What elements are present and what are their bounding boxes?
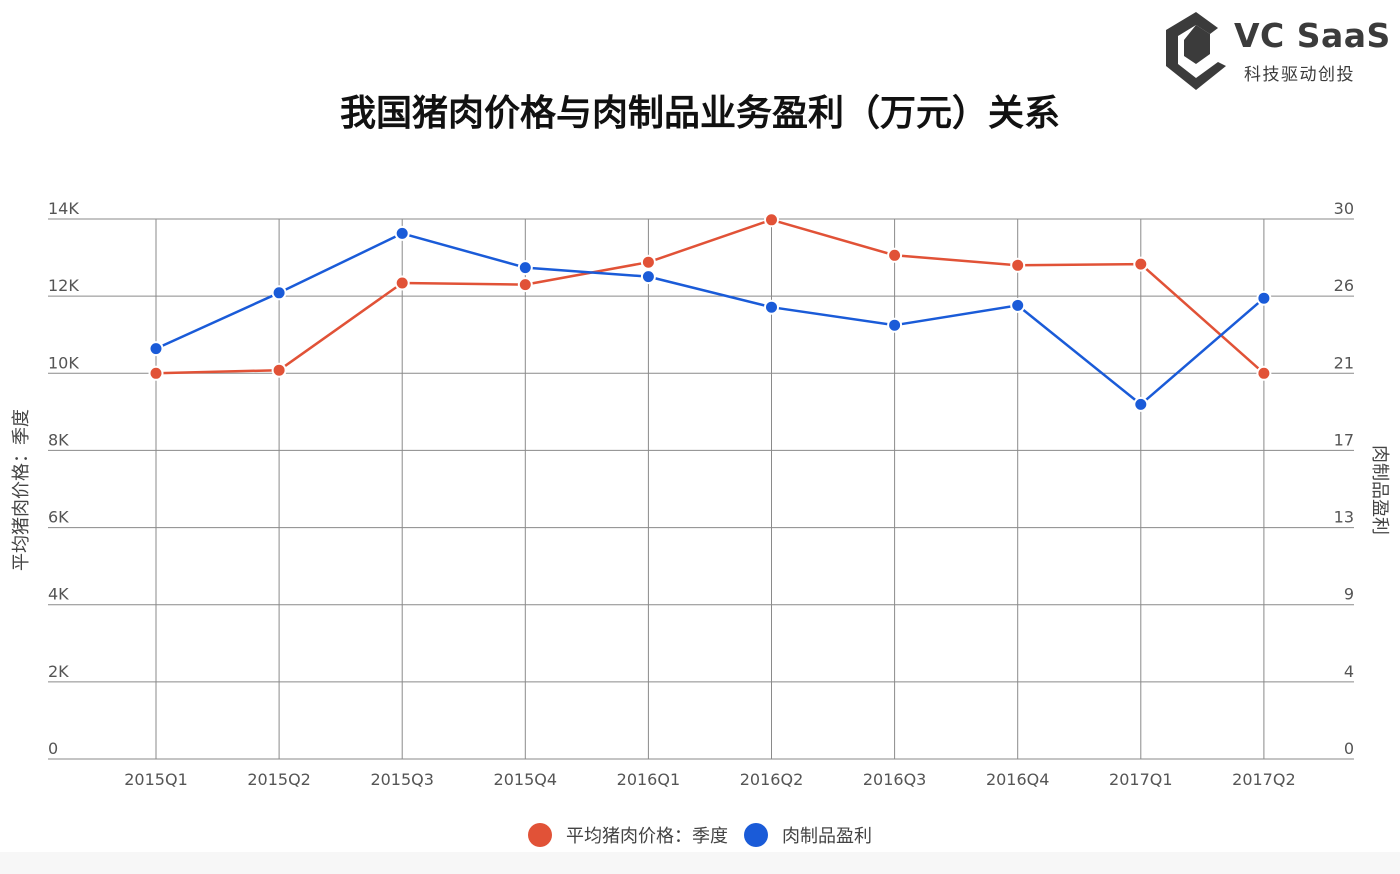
y2-tick-label: 9: [1344, 585, 1354, 604]
y-tick-label: 6K: [48, 508, 69, 527]
y2-tick-label: 13: [1334, 508, 1354, 527]
x-tick-label: 2015Q2: [247, 770, 311, 789]
chart-title: 我国猪肉价格与肉制品业务盈利（万元）关系: [339, 93, 1060, 134]
series-line: [155, 232, 1265, 406]
y-tick-label: 8K: [48, 430, 69, 449]
footer-strip: [0, 852, 1400, 874]
data-point[interactable]: [1133, 396, 1149, 412]
data-point[interactable]: [394, 275, 410, 291]
y-tick-label: 4K: [48, 585, 69, 604]
data-point[interactable]: [887, 247, 903, 263]
y-axis-right-ticks: 0 4 9 13 17 21 26 30: [1334, 199, 1354, 758]
y2-tick-label: 21: [1334, 353, 1354, 372]
data-point[interactable]: [640, 254, 656, 270]
data-point[interactable]: [1010, 297, 1026, 313]
x-tick-label: 2015Q3: [370, 770, 434, 789]
x-tick-label: 2016Q1: [617, 770, 681, 789]
x-tick-label: 2015Q1: [124, 770, 188, 789]
series-line: [155, 218, 1265, 375]
brand-logo-icon: [1166, 12, 1226, 90]
y-axis-left-ticks: 0 2K 4K 6K 8K 10K 12K 14K: [48, 199, 79, 758]
legend-marker-meat-profit: [744, 823, 768, 847]
x-axis-ticks: 2015Q1 2015Q2 2015Q3 2015Q4 2016Q1 2016Q2 2016…: [124, 770, 1295, 789]
data-point[interactable]: [517, 260, 533, 276]
series: [148, 212, 1272, 412]
legend-label-pork-price: 平均猪肉价格：季度: [566, 826, 728, 847]
data-point[interactable]: [271, 362, 287, 378]
brand-logo: VC SaaS 科技驱动创投: [1158, 8, 1394, 98]
data-point[interactable]: [1010, 257, 1026, 273]
y-axis-right-title: 肉制品盈利: [1369, 445, 1390, 535]
y2-tick-label: 4: [1344, 662, 1354, 681]
legend: 平均猪肉价格：季度 肉制品盈利: [0, 822, 1400, 848]
data-point[interactable]: [148, 341, 164, 357]
data-point[interactable]: [1133, 256, 1149, 272]
legend-label-meat-profit: 肉制品盈利: [782, 826, 872, 847]
x-tick-label: 2016Q2: [740, 770, 804, 789]
y2-tick-label: 30: [1334, 199, 1354, 218]
data-point[interactable]: [148, 365, 164, 381]
y2-tick-label: 0: [1344, 739, 1354, 758]
brand-name: VC SaaS: [1234, 16, 1391, 55]
data-point[interactable]: [887, 317, 903, 333]
data-point[interactable]: [1256, 365, 1272, 381]
data-point[interactable]: [640, 269, 656, 285]
legend-item-pork-price[interactable]: 平均猪肉价格：季度: [528, 822, 728, 848]
y-tick-label: 10K: [48, 353, 79, 372]
x-tick-label: 2016Q4: [986, 770, 1050, 789]
y2-tick-label: 17: [1334, 430, 1354, 449]
legend-item-meat-profit[interactable]: 肉制品盈利: [744, 822, 872, 848]
x-tick-label: 2017Q1: [1109, 770, 1173, 789]
y-tick-label: 14K: [48, 199, 79, 218]
data-point[interactable]: [764, 299, 779, 315]
x-tick-label: 2016Q3: [863, 770, 927, 789]
brand-tagline: 科技驱动创投: [1244, 65, 1355, 85]
data-point[interactable]: [1256, 290, 1272, 306]
data-point[interactable]: [271, 285, 287, 301]
grid: [48, 218, 1354, 760]
y2-tick-label: 26: [1334, 276, 1354, 295]
legend-marker-pork-price: [528, 823, 552, 847]
data-point[interactable]: [394, 225, 410, 241]
x-tick-label: 2015Q4: [494, 770, 558, 789]
y-tick-label: 2K: [48, 662, 69, 681]
y-axis-left-title: 平均猪肉价格：季度: [11, 409, 32, 571]
x-tick-label: 2017Q2: [1232, 770, 1296, 789]
y-tick-label: 0: [48, 739, 58, 758]
data-point[interactable]: [517, 277, 533, 293]
y-tick-label: 12K: [48, 276, 79, 295]
data-point[interactable]: [764, 212, 779, 228]
